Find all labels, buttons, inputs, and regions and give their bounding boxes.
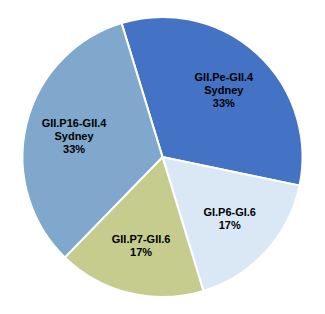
svg-text:GII.Pe-GII.4Sydney33%: GII.Pe-GII.4Sydney33%	[195, 71, 255, 109]
svg-text:GII.P16-GII.4Sydney33%: GII.P16-GII.4Sydney33%	[42, 117, 108, 155]
svg-text:GI.P6-GI.617%: GI.P6-GI.617%	[203, 206, 256, 231]
svg-text:GII.P7-GII.617%: GII.P7-GII.617%	[112, 233, 171, 258]
